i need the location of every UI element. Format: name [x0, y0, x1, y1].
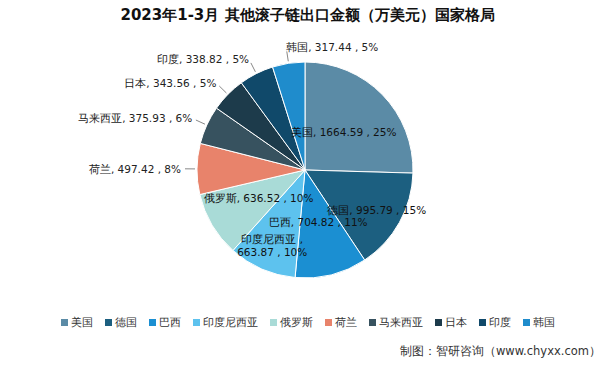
svg-text:俄罗斯, 636.52 , 10%: 俄罗斯, 636.52 , 10%: [204, 192, 314, 204]
html-text:荷兰: 荷兰: [334, 316, 357, 329]
html-text:韩国: 韩国: [532, 316, 555, 329]
svg-text:美国, 1664.59 , 25%: 美国, 1664.59 , 25%: [291, 126, 396, 138]
svg-text:巴西, 704.82 , 11%: 巴西, 704.82 , 11%: [269, 216, 368, 228]
svg-text:印度, 338.82 , 5%: 印度, 338.82 , 5%: [157, 53, 249, 65]
html-text:巴西: 巴西: [158, 316, 181, 329]
html-text:俄罗斯: 俄罗斯: [279, 316, 313, 329]
html-text:印度尼西亚: 印度尼西亚: [202, 316, 258, 329]
html-text:德国: 德国: [114, 316, 137, 329]
html-text:2023年1-3月 其他滚子链出口金额（万美元）国家格局: 2023年1-3月 其他滚子链出口金额（万美元）国家格局: [120, 6, 495, 24]
html-text:马来西亚: 马来西亚: [378, 316, 423, 329]
svg-text:韩国, 317.44 , 5%: 韩国, 317.44 , 5%: [286, 41, 378, 53]
svg-text:印度尼西亚 ,663.87 , 10%: 印度尼西亚 ,663.87 , 10%: [237, 233, 307, 258]
svg-text:德国, 995.79 , 15%: 德国, 995.79 , 15%: [327, 204, 426, 216]
svg-text:日本, 343.56 , 5%: 日本, 343.56 , 5%: [124, 77, 216, 89]
html-text:制图：智研咨询（www.chyxx.com）: 制图：智研咨询（www.chyxx.com）: [399, 344, 601, 358]
svg-text:荷兰, 497.42 , 8%: 荷兰, 497.42 , 8%: [89, 163, 181, 175]
html-text:日本: 日本: [444, 316, 467, 329]
svg-text:马来西亚, 375.93 , 6%: 马来西亚, 375.93 , 6%: [78, 112, 192, 124]
html-text:印度: 印度: [488, 316, 511, 329]
html-text:美国: 美国: [70, 316, 93, 329]
